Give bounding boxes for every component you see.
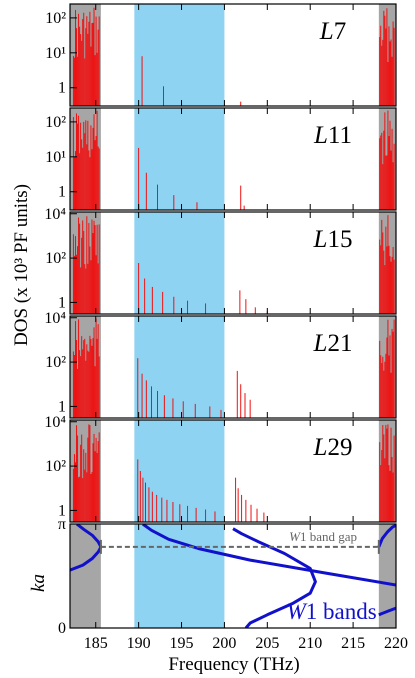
band-y-axis-title: ka [28, 574, 49, 592]
x-axis-title: Frequency (THz) [168, 654, 299, 675]
y-tick-label: 10⁴ [44, 206, 66, 223]
y-axis-title: DOS (x 10³ PF units) [11, 184, 32, 346]
x-tick-label: 195 [170, 635, 194, 652]
bands-series-label: W1 bands [287, 599, 377, 624]
panel-frame-L7: 1 10¹ 10² L7 [45, 3, 397, 107]
dos-panel-L11 [70, 108, 396, 210]
panel-border [69, 523, 397, 629]
x-tick-label: 200 [212, 635, 236, 652]
gap-highlight [134, 4, 225, 106]
y-tick-label: 1 [58, 294, 66, 311]
y-tick-label: 10² [45, 250, 66, 267]
y-tick-label: 1 [58, 398, 66, 415]
y-tick-label: 1 [58, 184, 66, 201]
panel-label: L7 [319, 18, 346, 45]
dos-panel-L29 [70, 420, 396, 522]
band-curve [378, 606, 396, 617]
panel-frame-L15: 1 10² 10⁴ L15 [44, 206, 397, 315]
y-tick-label: 1 [58, 80, 66, 97]
band-curve [142, 524, 396, 587]
x-tick-label: 185 [84, 635, 108, 652]
y-tick-label: 10⁴ [44, 310, 66, 327]
panel-frame-L21: 1 10² 10⁴ L21 [44, 310, 397, 419]
panel-label: L15 [313, 226, 353, 253]
panel-label: L29 [313, 434, 353, 461]
panel-label: L11 [313, 122, 352, 149]
y-tick-label: 0 [58, 620, 66, 637]
x-tick-label: 210 [298, 635, 322, 652]
y-tick-label: 10¹ [45, 45, 66, 62]
band-gap-label: W1 band gap [289, 529, 357, 544]
x-tick-label: 205 [255, 635, 279, 652]
dos-panel-L15 [70, 212, 396, 314]
y-tick-label: 1 [58, 502, 66, 519]
band-panel [70, 524, 396, 628]
panel-frame-L29: 1 10² 10⁴ L29 [44, 414, 397, 523]
gap-highlight [134, 524, 225, 628]
gap-highlight [134, 212, 225, 314]
band-curve [232, 527, 317, 628]
y-tick-label: 10² [45, 354, 66, 371]
gap-highlight [134, 108, 225, 210]
panel-border [69, 419, 397, 523]
panel-border [69, 107, 397, 211]
panel-border [69, 3, 397, 107]
y-tick-label: 10⁴ [44, 414, 66, 431]
gap-highlight [134, 316, 225, 418]
y-tick-label: 10² [45, 10, 66, 27]
panel-border [69, 211, 397, 315]
y-tick-label: 10² [45, 458, 66, 475]
y-tick-label: 10² [45, 114, 66, 131]
panel-border [69, 315, 397, 419]
x-tick-label: 190 [127, 635, 151, 652]
band-panel-frame: 0π [58, 516, 397, 637]
panel-label: L21 [313, 330, 353, 357]
dos-panel-L7 [70, 4, 396, 106]
band-curve [377, 524, 396, 548]
x-tick-label: 215 [341, 635, 365, 652]
x-tick-label: 220 [384, 635, 408, 652]
panel-frame-L11: 1 10¹ 10² L11 [45, 107, 397, 211]
edge-region [378, 524, 396, 628]
y-tick-label: π [58, 516, 66, 533]
dos-panel-L21 [70, 316, 396, 418]
edge-region [70, 524, 101, 628]
y-tick-label: 10¹ [45, 149, 66, 166]
